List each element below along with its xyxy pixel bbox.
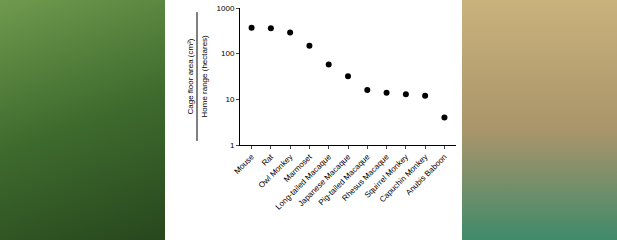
svg-text:Owl Monkey: Owl Monkey [257,152,294,189]
svg-text:Squirrel Monkey: Squirrel Monkey [363,152,410,199]
svg-text:10: 10 [225,95,234,104]
svg-text:Marmoset: Marmoset [282,152,314,184]
svg-text:Rhesus Macaque: Rhesus Macaque [340,152,391,203]
svg-text:Anubis Baboon: Anubis Baboon [404,152,449,197]
svg-text:Cage floor area (cm²): Cage floor area (cm²) [186,38,195,114]
svg-text:Home range (hectares): Home range (hectares) [200,35,209,118]
svg-text:Japanese Macaque: Japanese Macaque [297,152,353,208]
svg-text:Mouse: Mouse [232,152,256,176]
svg-text:1000: 1000 [217,4,235,13]
svg-text:100: 100 [221,49,235,58]
svg-text:Capuchin Monkey: Capuchin Monkey [378,152,430,204]
svg-text:1: 1 [230,141,235,150]
svg-text:Pig-tailed Macaque: Pig-tailed Macaque [317,152,372,207]
svg-text:Rat: Rat [260,152,276,168]
svg-text:Long-tailed Macaque: Long-tailed Macaque [274,152,334,212]
